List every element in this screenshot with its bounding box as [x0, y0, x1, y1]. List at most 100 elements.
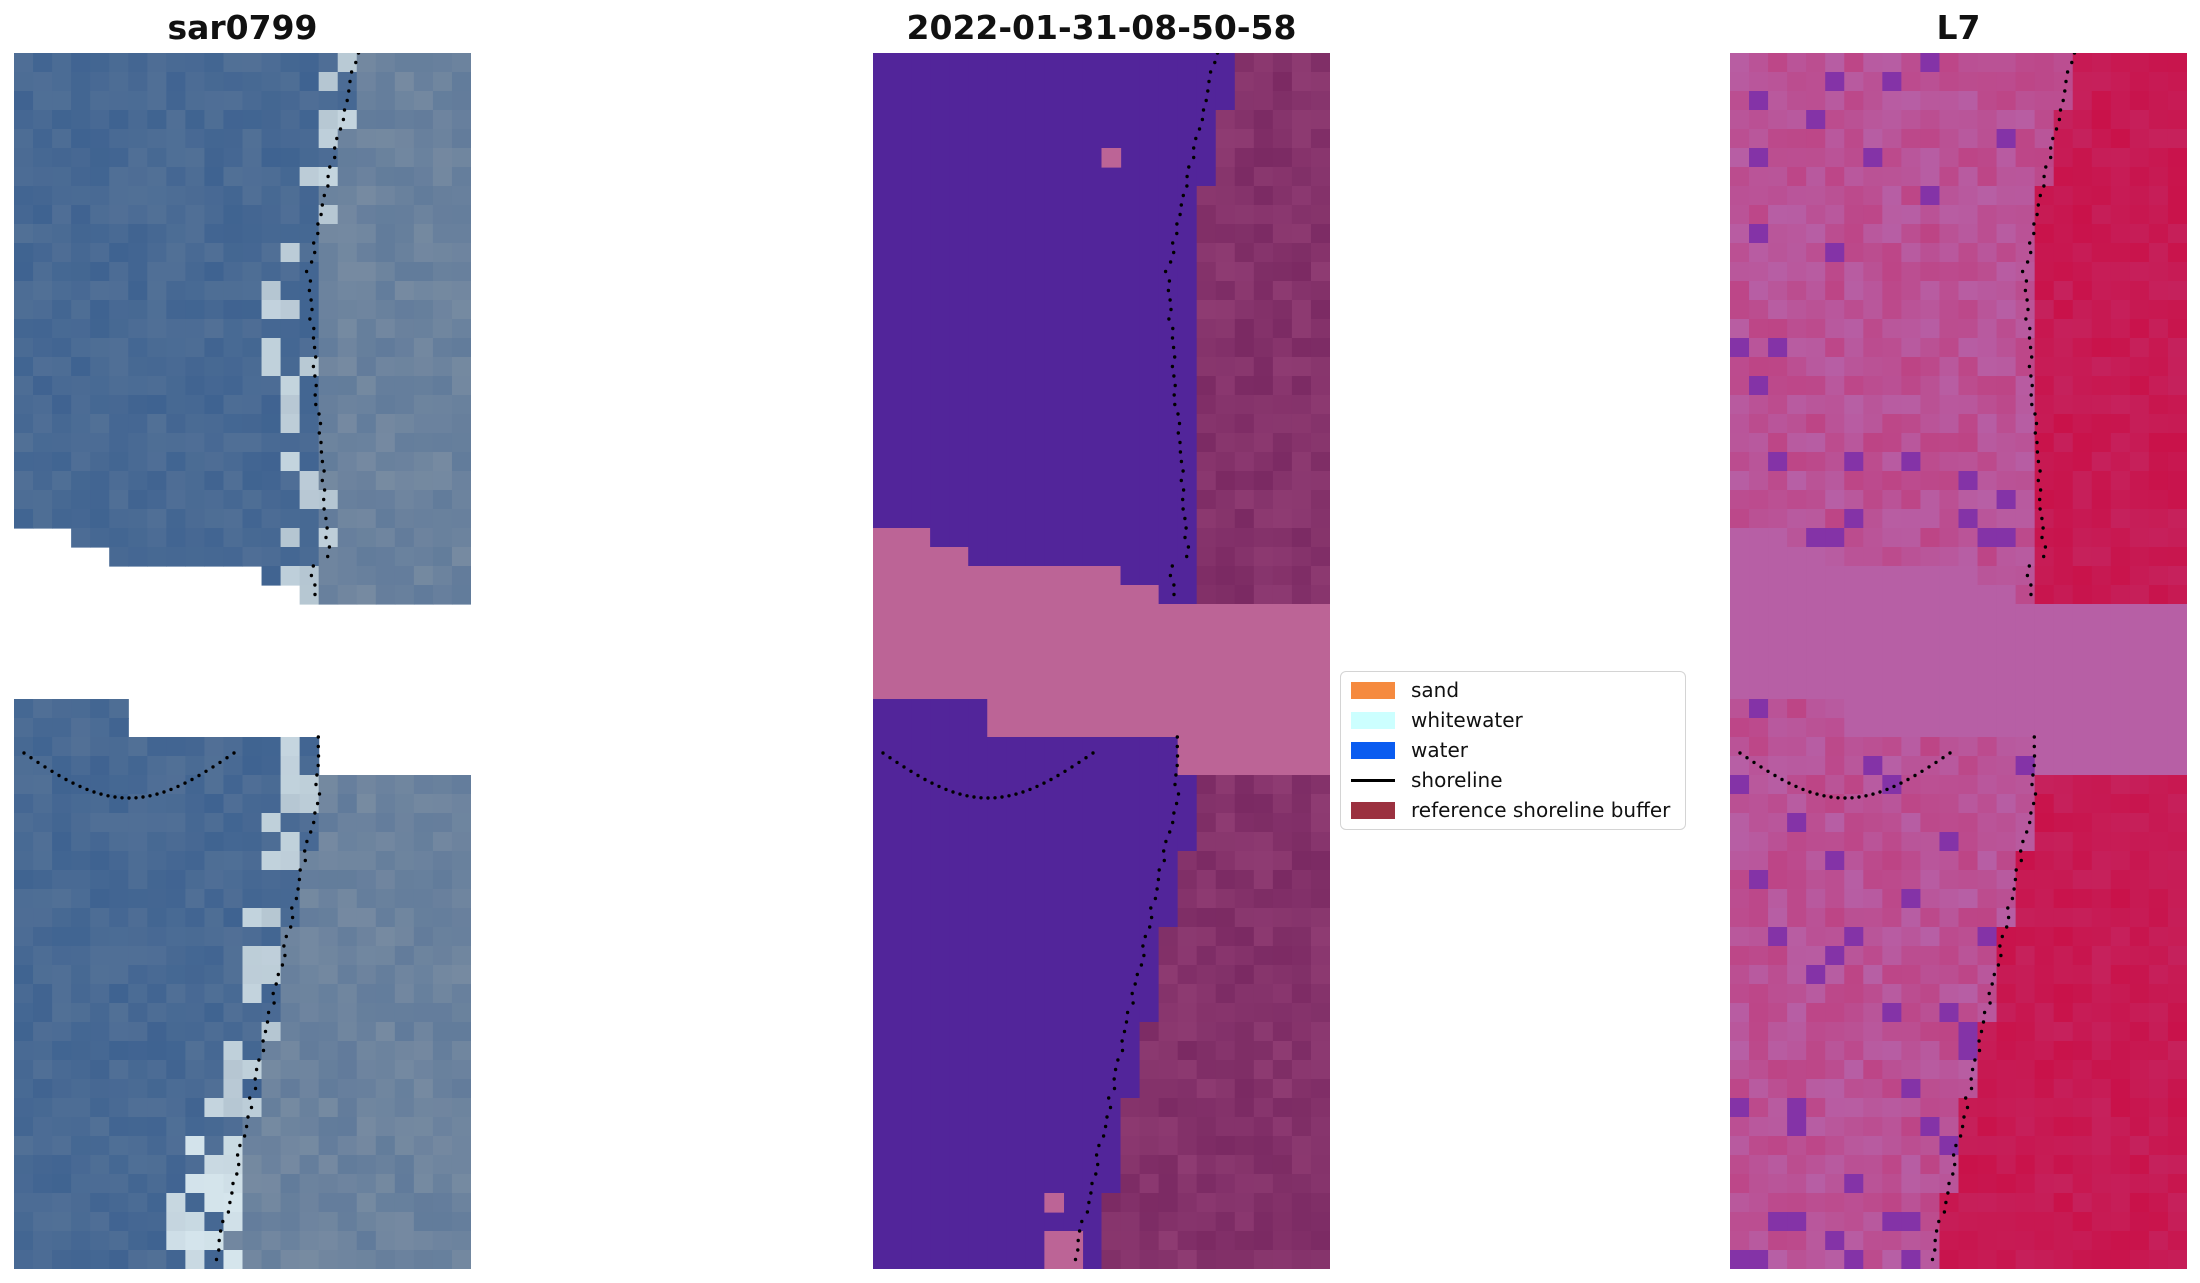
- class-pixel: [1139, 281, 1160, 301]
- rgb-pixel: [14, 53, 34, 73]
- class-pixel: [968, 110, 988, 130]
- rgb-pixel: [185, 908, 206, 928]
- rgb-pixel: [394, 1155, 415, 1175]
- rgb-pixel: [52, 1155, 72, 1175]
- shoreline-point: [1977, 1039, 1981, 1043]
- rgb-pixel: [413, 357, 434, 377]
- index-pixel: [1825, 1117, 1845, 1137]
- index-pixel: [1825, 1022, 1845, 1042]
- rgb-pixel: [261, 775, 282, 795]
- shoreline-point: [1171, 326, 1175, 331]
- class-pixel: [968, 927, 988, 947]
- rgb-pixel: [299, 1060, 320, 1080]
- class-pixel: [911, 281, 931, 301]
- class-pixel: [1196, 1079, 1217, 1099]
- class-pixel: [1215, 129, 1236, 149]
- class-pixel: [1025, 642, 1045, 662]
- rgb-pixel: [375, 91, 396, 111]
- rgb-pixel: [71, 357, 91, 377]
- rgb-pixel: [52, 1022, 72, 1042]
- index-pixel: [1863, 794, 1883, 814]
- shoreline-point: [1920, 769, 1924, 773]
- rgb-pixel: [14, 452, 34, 472]
- shoreline-point: [1934, 760, 1938, 765]
- rgb-pixel: [185, 148, 206, 168]
- class-pixel: [1310, 585, 1330, 605]
- class-pixel: [1120, 281, 1141, 301]
- rgb-pixel: [318, 566, 339, 586]
- rgb-pixel: [299, 243, 320, 263]
- index-pixel: [2148, 775, 2169, 795]
- rgb-pixel: [280, 946, 301, 966]
- class-pixel: [1215, 832, 1236, 852]
- class-pixel: [1006, 794, 1026, 814]
- class-pixel: [968, 1003, 988, 1023]
- class-pixel: [1063, 110, 1084, 130]
- class-pixel: [949, 642, 969, 662]
- rgb-pixel: [204, 984, 225, 1004]
- index-pixel: [1806, 851, 1826, 871]
- index-pixel: [2129, 186, 2150, 206]
- class-pixel: [1253, 680, 1274, 700]
- rgb-pixel: [52, 908, 72, 928]
- class-pixel: [1158, 262, 1179, 282]
- class-pixel: [1082, 414, 1103, 434]
- rgb-pixel: [223, 927, 244, 947]
- index-pixel: [2129, 300, 2150, 320]
- index-pixel: [1806, 1250, 1826, 1269]
- class-pixel: [1120, 1098, 1141, 1118]
- rgb-pixel: [394, 1193, 415, 1213]
- rgb-pixel: [451, 1041, 471, 1061]
- rgb-pixel: [413, 91, 434, 111]
- class-pixel: [1272, 680, 1293, 700]
- shoreline-point: [2031, 773, 2035, 777]
- index-pixel: [1920, 547, 1941, 567]
- index-pixel: [1996, 775, 2017, 795]
- class-pixel: [1234, 547, 1255, 567]
- rgb-pixel: [242, 262, 263, 282]
- index-pixel: [2110, 566, 2131, 586]
- rgb-pixel: [147, 528, 167, 548]
- class-pixel: [1082, 699, 1103, 719]
- class-pixel: [1044, 129, 1065, 149]
- index-pixel: [1958, 775, 1979, 795]
- rgb-pixel: [356, 908, 377, 928]
- class-pixel: [930, 452, 950, 472]
- rgb-pixel: [71, 870, 91, 890]
- index-pixel: [1806, 680, 1826, 700]
- class-pixel: [949, 1136, 969, 1156]
- rgb-pixel: [318, 1174, 339, 1194]
- class-pixel: [892, 1193, 912, 1213]
- class-pixel: [892, 756, 912, 776]
- class-pixel: [1063, 984, 1084, 1004]
- class-pixel: [949, 490, 969, 510]
- shoreline-point: [1177, 421, 1182, 426]
- index-pixel: [2053, 1022, 2074, 1042]
- class-pixel: [1025, 1250, 1045, 1269]
- rgb-pixel: [299, 205, 320, 225]
- index-pixel: [1730, 1136, 1750, 1156]
- class-pixel: [987, 1003, 1007, 1023]
- index-pixel: [1882, 205, 1902, 225]
- class-pixel: [1025, 832, 1045, 852]
- class-pixel: [1291, 870, 1312, 890]
- index-pixel: [1730, 300, 1750, 320]
- rgb-pixel: [109, 1193, 129, 1213]
- index-pixel: [1806, 1174, 1826, 1194]
- index-pixel: [2148, 1193, 2169, 1213]
- class-pixel: [1006, 129, 1026, 149]
- rgb-pixel: [413, 908, 434, 928]
- index-pixel: [2072, 756, 2093, 776]
- index-pixel: [2167, 585, 2187, 605]
- class-pixel: [1006, 528, 1026, 548]
- index-pixel: [1806, 1003, 1826, 1023]
- class-pixel: [1006, 1155, 1026, 1175]
- class-pixel: [1196, 794, 1217, 814]
- rgb-pixel: [14, 737, 34, 757]
- rgb-pixel: [90, 186, 110, 206]
- index-pixel: [2167, 699, 2187, 719]
- class-pixel: [1044, 395, 1065, 415]
- class-pixel: [1291, 91, 1312, 111]
- index-pixel: [1787, 718, 1807, 738]
- rgb-pixel: [33, 794, 53, 814]
